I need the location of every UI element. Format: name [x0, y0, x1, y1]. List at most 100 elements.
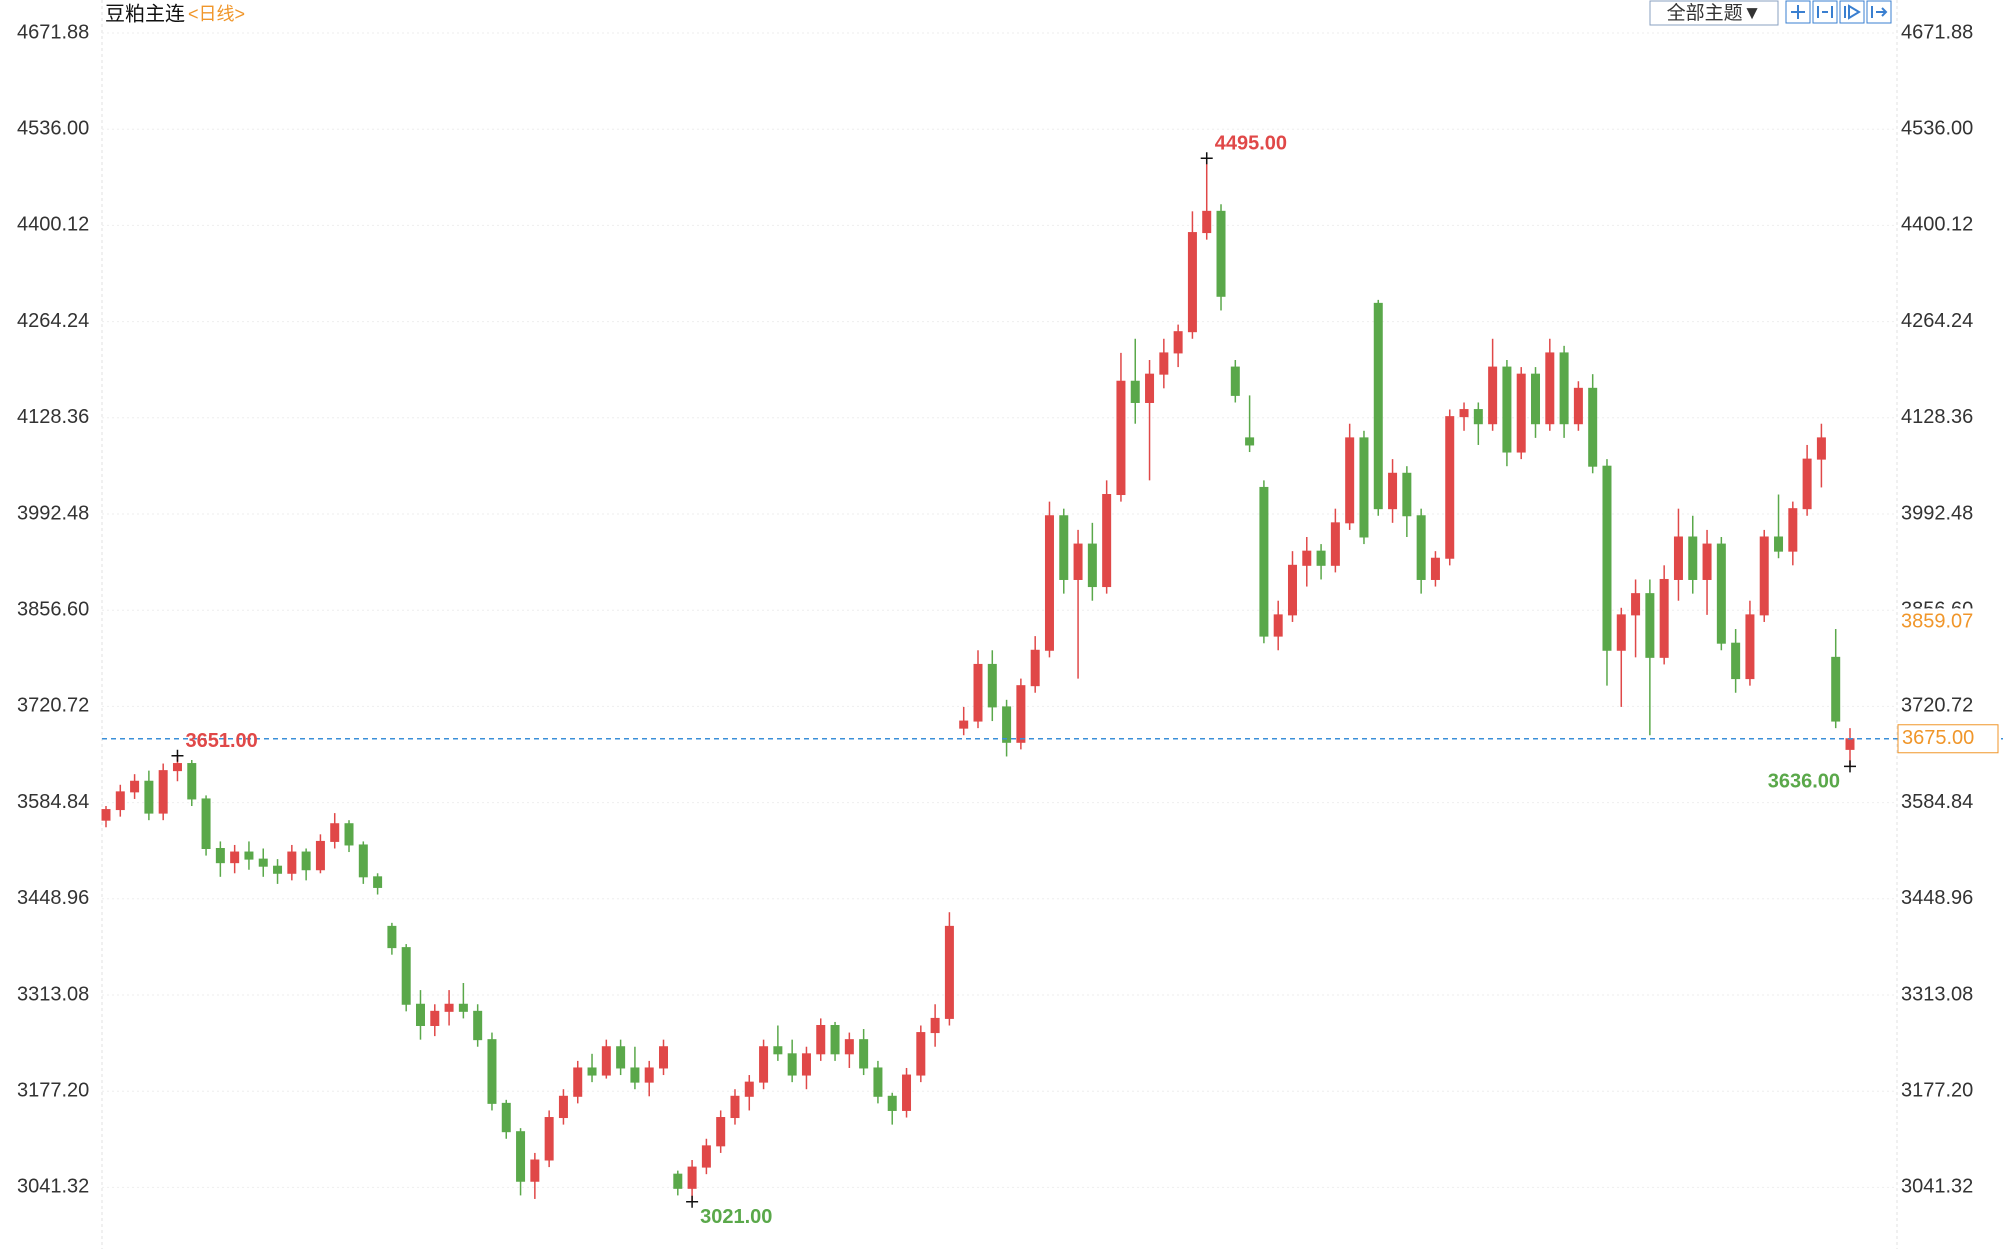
candle-body — [1845, 738, 1855, 750]
candle-body — [1316, 550, 1326, 566]
candle-body — [944, 925, 954, 1019]
candle-body — [1831, 656, 1841, 722]
y-tick-label: 4536.00 — [17, 117, 89, 139]
candle-body — [1788, 508, 1798, 552]
candle-body — [344, 823, 354, 846]
candle-body — [930, 1017, 940, 1034]
candle-body — [130, 780, 140, 793]
candle-body — [744, 1081, 754, 1097]
candle-body — [1216, 210, 1226, 297]
last-price-box — [1897, 724, 1999, 754]
candle-body — [1430, 557, 1440, 580]
y2-tick-label: 3448.96 — [1901, 887, 1973, 909]
candle-body — [501, 1102, 511, 1133]
candle-body — [544, 1117, 554, 1161]
range-glyph — [1817, 6, 1833, 18]
candle-body — [701, 1145, 711, 1168]
candle-body — [1273, 614, 1283, 637]
y2-tick-label: 3720.72 — [1901, 695, 1973, 717]
y-tick-label: 3177.20 — [17, 1079, 89, 1101]
annotation-label: 3651.00 — [185, 730, 257, 752]
candle-body — [1302, 550, 1312, 566]
candle-body — [1588, 387, 1598, 467]
theme-button[interactable]: 全部主题▼ — [1667, 2, 1762, 24]
candle-body — [187, 763, 197, 800]
last-price-label: 3675.00 — [1902, 727, 1974, 749]
candle-body — [1716, 543, 1726, 644]
candle-body — [1159, 352, 1169, 375]
candle-body — [759, 1046, 769, 1083]
candle-body — [973, 663, 983, 722]
candle-body — [844, 1039, 854, 1055]
marker-price-box — [1898, 608, 1998, 637]
candle-body — [1602, 465, 1612, 651]
candle-body — [1759, 536, 1769, 616]
candle-body — [616, 1046, 626, 1069]
candle-body — [1388, 472, 1398, 510]
candle-body — [830, 1024, 840, 1055]
candle-body — [959, 720, 969, 729]
candle-body — [1616, 614, 1626, 651]
candle-body — [1402, 472, 1412, 517]
candle-body — [101, 809, 111, 821]
candle-body — [1502, 366, 1512, 453]
y2-tick-label: 3313.08 — [1901, 983, 1973, 1005]
y2-tick-label: 3177.20 — [1901, 1079, 1973, 1101]
candle-body — [1359, 437, 1369, 538]
candle-body — [687, 1166, 697, 1189]
candle-body — [1802, 458, 1812, 510]
candle-body — [558, 1095, 568, 1119]
candle-body — [601, 1046, 611, 1076]
candle-body — [1631, 593, 1641, 616]
candle-body — [1445, 416, 1455, 559]
candle-body — [1345, 437, 1355, 524]
y2-tick-label: 4536.00 — [1901, 117, 1973, 139]
candle-body — [787, 1053, 797, 1076]
candle-body — [1059, 515, 1069, 580]
candle-body — [1702, 543, 1712, 580]
annotation-marker — [1200, 152, 1213, 165]
candle-body — [659, 1046, 669, 1069]
candle-body — [258, 858, 268, 867]
candle-body — [1230, 366, 1240, 396]
candle-body — [887, 1095, 897, 1111]
candle-body — [1516, 373, 1526, 453]
period-label[interactable]: <日线> — [188, 4, 245, 24]
y2-tick-label: 4264.24 — [1901, 310, 1973, 332]
candle-body — [530, 1159, 540, 1182]
toolbar-icons — [1785, 0, 1892, 24]
candle-body — [458, 1003, 468, 1012]
y-tick-label: 3720.72 — [17, 695, 89, 717]
y-tick-label: 4400.12 — [17, 214, 89, 236]
candle-body — [673, 1173, 683, 1189]
candle-body — [473, 1010, 483, 1041]
y-tick-label: 4128.36 — [17, 406, 89, 428]
candle-body — [1774, 536, 1784, 552]
y2-tick-label: 3041.32 — [1901, 1176, 1973, 1198]
candle-body — [1416, 515, 1426, 580]
candle-body — [415, 1003, 425, 1026]
y-tick-label: 3992.48 — [17, 502, 89, 524]
candle-body — [287, 851, 297, 874]
candle-body — [1816, 437, 1826, 460]
theme-button-frame[interactable] — [1649, 0, 1779, 26]
candle-body — [801, 1053, 811, 1076]
y-tick-label: 3041.32 — [17, 1176, 89, 1198]
y2-tick-label: 4400.12 — [1901, 214, 1973, 236]
candle-body — [816, 1024, 826, 1055]
candle-body — [1259, 486, 1269, 637]
candle-body — [987, 663, 997, 708]
candle-body — [1559, 352, 1569, 425]
candle-body — [1245, 437, 1255, 446]
candle-body — [773, 1046, 783, 1055]
play-glyph — [1844, 4, 1861, 20]
candle-body — [1373, 302, 1383, 510]
chart-title: 豆粕主连 — [105, 2, 185, 25]
candle-body — [230, 851, 240, 864]
y-tick-label: 3448.96 — [17, 887, 89, 909]
annotation-marker — [171, 749, 184, 762]
y-tick-label: 3584.84 — [17, 791, 89, 813]
candle-body — [201, 798, 211, 850]
